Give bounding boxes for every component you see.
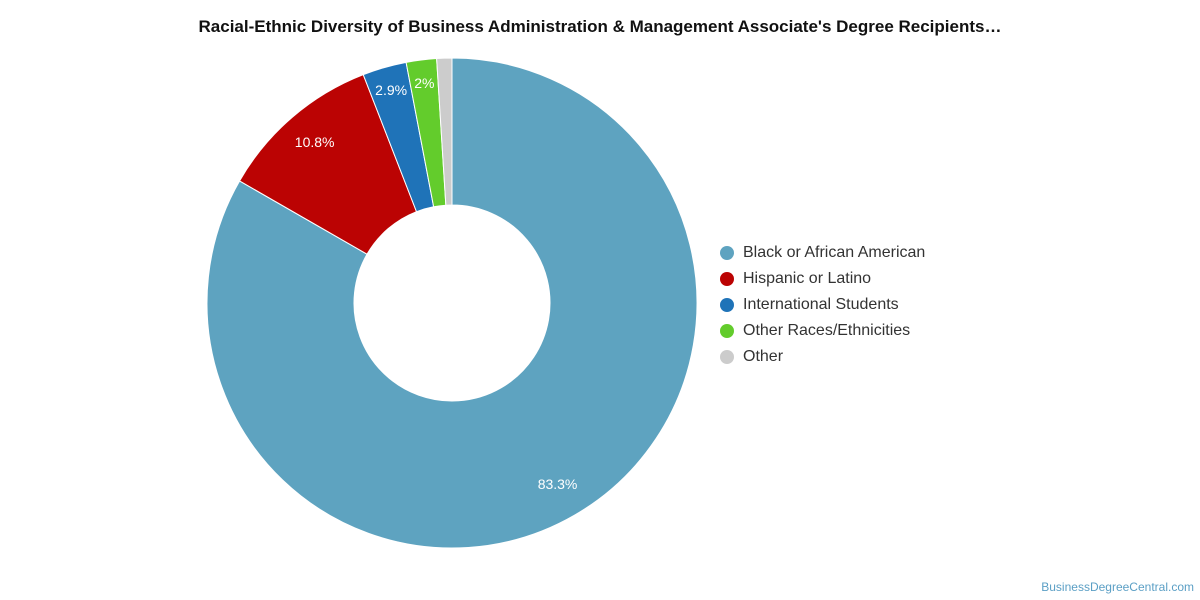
legend: Black or African American Hispanic or La… xyxy=(720,240,925,370)
slice-black-or-african-american[interactable] xyxy=(206,57,698,549)
legend-swatch xyxy=(720,272,734,286)
legend-swatch xyxy=(720,298,734,312)
legend-swatch xyxy=(720,246,734,260)
legend-label: Other xyxy=(743,348,784,365)
legend-label: Black or African American xyxy=(743,244,926,261)
slice-value-label: 10.8% xyxy=(295,134,335,150)
legend-label: International Students xyxy=(743,296,899,313)
legend-swatch xyxy=(720,350,734,364)
legend-item-black-or-african-american[interactable]: Black or African American xyxy=(720,240,925,266)
legend-item-other-races-ethnicities[interactable]: Other Races/Ethnicities xyxy=(720,318,925,344)
legend-label: Other Races/Ethnicities xyxy=(743,322,911,339)
slice-value-label: 2% xyxy=(414,75,434,91)
legend-item-hispanic-or-latino[interactable]: Hispanic or Latino xyxy=(720,266,925,292)
legend-swatch xyxy=(720,324,734,338)
slice-value-label: 83.3% xyxy=(538,476,578,492)
slice-value-label: 2.9% xyxy=(375,82,407,98)
slice-other[interactable] xyxy=(436,57,453,206)
legend-item-other[interactable]: Other xyxy=(720,344,925,370)
chart-title: Racial-Ethnic Diversity of Business Admi… xyxy=(198,17,1002,36)
legend-item-international-students[interactable]: International Students xyxy=(720,292,925,318)
legend-label: Hispanic or Latino xyxy=(743,270,872,287)
source-credit[interactable]: BusinessDegreeCentral.com xyxy=(1041,580,1194,594)
